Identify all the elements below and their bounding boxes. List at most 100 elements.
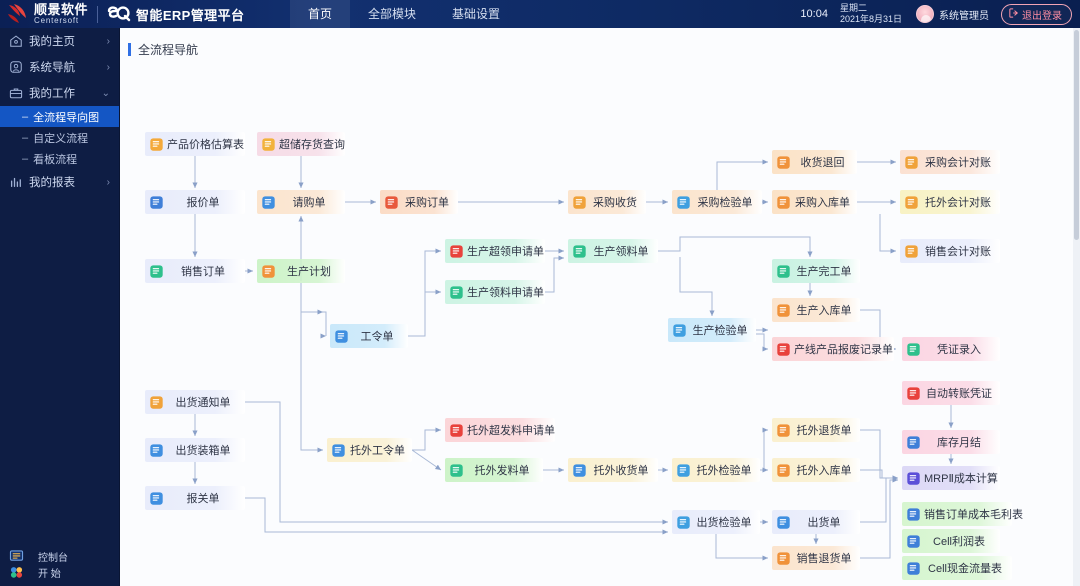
flow-node[interactable]: 销售订单成本毛利表 bbox=[902, 502, 1023, 526]
flow-node[interactable]: 生产检验单 bbox=[668, 318, 756, 342]
flow-node[interactable]: 销售订单 bbox=[145, 259, 245, 283]
chart-icon bbox=[9, 175, 23, 189]
flow-node[interactable]: 生产入库单 bbox=[772, 298, 860, 322]
avatar[interactable] bbox=[916, 5, 934, 23]
quote-icon bbox=[149, 195, 164, 210]
compass-icon bbox=[9, 60, 23, 74]
sidebar-sub-label: 自定义流程 bbox=[33, 132, 89, 145]
flow-node[interactable]: 托外入库单 bbox=[772, 458, 860, 482]
flow-node[interactable]: 出货单 bbox=[772, 510, 860, 534]
flow-node[interactable]: 采购收货 bbox=[568, 190, 646, 214]
brand-text: 顺景软件 Centersoft bbox=[34, 3, 88, 25]
flow-node-label: 生产领料申请单 bbox=[467, 287, 544, 299]
flow-node[interactable]: 托外工令单 bbox=[327, 438, 412, 462]
sidebar-item-system-nav[interactable]: 系统导航 › bbox=[0, 54, 119, 80]
dash-marker-icon: – bbox=[22, 131, 29, 144]
flow-node[interactable]: 报关单 bbox=[145, 486, 245, 510]
flow-node-label: 生产计划 bbox=[287, 266, 331, 278]
flow-node[interactable]: 采购入库单 bbox=[772, 190, 857, 214]
start-label: 开 始 bbox=[38, 568, 61, 580]
mrp-icon bbox=[906, 471, 921, 486]
flow-node[interactable]: 报价单 bbox=[145, 190, 245, 214]
flow-node-label: 超储存货查询 bbox=[279, 139, 345, 151]
flow-node[interactable]: 出货装箱单 bbox=[145, 438, 245, 462]
flow-node[interactable]: 工令单 bbox=[330, 324, 408, 348]
flow-node[interactable]: 销售会计对账 bbox=[900, 239, 1000, 263]
flow-node[interactable]: 托外收货单 bbox=[568, 458, 658, 482]
flow-node[interactable]: 托外退货单 bbox=[772, 418, 860, 442]
return-icon bbox=[776, 155, 791, 170]
flow-node[interactable]: 产品价格估算表 bbox=[145, 132, 245, 156]
flow-node[interactable]: 销售退货单 bbox=[772, 546, 860, 570]
flow-node[interactable]: 生产完工单 bbox=[772, 259, 860, 283]
outwork-icon bbox=[572, 463, 587, 478]
date-display: 星期二 2021年8月31日 bbox=[840, 3, 902, 25]
flow-node-label: 生产检验单 bbox=[692, 325, 748, 337]
flow-node[interactable]: 库存月结 bbox=[902, 430, 1000, 454]
ledger-icon bbox=[904, 155, 919, 170]
flow-node-label: 采购检验单 bbox=[697, 197, 753, 209]
flow-node[interactable]: 托外发料单 bbox=[445, 458, 543, 482]
chevron-down-icon: ⌄ bbox=[101, 87, 110, 99]
flow-node-label: 销售订单成本毛利表 bbox=[924, 509, 1023, 521]
flow-node[interactable]: 产线产品报废记录单 bbox=[772, 337, 894, 361]
app-header: 顺景软件 Centersoft 智能ERP管理平台 首页 全部模块 基础设置 1… bbox=[0, 0, 1080, 28]
flow-node[interactable]: 生产超领申请单 bbox=[445, 239, 545, 263]
vertical-scrollbar[interactable] bbox=[1073, 28, 1080, 586]
logout-button[interactable]: 退出登录 bbox=[1001, 3, 1072, 25]
flow-node[interactable]: 收货退回 bbox=[772, 150, 857, 174]
sidebar-item-kanban-process[interactable]: – 看板流程 bbox=[0, 148, 119, 169]
date-text: 2021年8月31日 bbox=[839, 14, 902, 24]
flow-node[interactable]: 凭证录入 bbox=[902, 337, 1000, 361]
brand-block: 顺景软件 Centersoft 智能ERP管理平台 bbox=[0, 0, 290, 28]
flow-node[interactable]: 请购单 bbox=[257, 190, 345, 214]
flow-canvas: 产品价格估算表 超储存货查询报价单 请购单 采购订单 采购收货 采购检验单 收货退回采购入库… bbox=[120, 62, 1080, 582]
weekday-text: 星期二 bbox=[839, 3, 867, 13]
packing-icon bbox=[149, 443, 164, 458]
start-entry[interactable]: 开 始 bbox=[0, 564, 120, 580]
flow-node[interactable]: 托外会计对账 bbox=[900, 190, 1000, 214]
console-label: 控制台 bbox=[38, 552, 68, 564]
nav-item-home[interactable]: 首页 bbox=[290, 0, 351, 28]
flow-node[interactable]: 采购检验单 bbox=[672, 190, 762, 214]
inbound-icon bbox=[776, 303, 791, 318]
flow-node[interactable]: 生产领料申请单 bbox=[445, 280, 545, 304]
flow-node-label: 自动转账凭证 bbox=[926, 388, 992, 400]
ledger-icon bbox=[904, 195, 919, 210]
sidebar-item-home[interactable]: 我的主页 › bbox=[0, 28, 119, 54]
flow-node[interactable]: 托外检验单 bbox=[672, 458, 760, 482]
sidebar-bottom-bar: 控制台 开 始 bbox=[0, 548, 120, 580]
sidebar-item-my-work[interactable]: 我的工作 ⌄ bbox=[0, 80, 119, 106]
flow-node-label: 托外工令单 bbox=[350, 445, 405, 457]
flow-node[interactable]: 采购会计对账 bbox=[900, 150, 1000, 174]
flow-node-label: 托外超发料申请单 bbox=[467, 425, 555, 437]
flow-node-label: 出货通知单 bbox=[175, 397, 231, 409]
nav-item-all-modules[interactable]: 全部模块 bbox=[368, 7, 417, 21]
sidebar-item-full-process-map[interactable]: – 全流程导向图 bbox=[0, 106, 119, 127]
sidebar-item-label: 系统导航 bbox=[29, 62, 75, 74]
flow-node[interactable]: 出货检验单 bbox=[672, 510, 760, 534]
flow-node-label: 出货检验单 bbox=[696, 517, 752, 529]
flow-node[interactable]: 托外超发料申请单 bbox=[445, 418, 555, 442]
flow-node[interactable]: 出货通知单 bbox=[145, 390, 245, 414]
flow-node[interactable]: 超储存货查询 bbox=[257, 132, 345, 156]
console-entry[interactable]: 控制台 bbox=[0, 548, 120, 564]
flow-node-label: 托外会计对账 bbox=[925, 197, 991, 209]
flow-node[interactable]: 生产计划 bbox=[257, 259, 345, 283]
flow-node[interactable]: 采购订单 bbox=[380, 190, 458, 214]
flow-node[interactable]: MRPⅡ成本计算 bbox=[902, 466, 1000, 490]
flow-node-label: 报关单 bbox=[186, 493, 220, 505]
outwork-icon bbox=[331, 443, 346, 458]
flow-node[interactable]: Cell利润表 bbox=[902, 529, 1000, 553]
overissue-icon bbox=[449, 423, 464, 438]
scrollbar-thumb[interactable] bbox=[1074, 30, 1079, 240]
sidebar-item-label: 我的主页 bbox=[29, 36, 75, 48]
flow-node-label: 库存月结 bbox=[937, 437, 981, 449]
flow-node[interactable]: 自动转账凭证 bbox=[902, 381, 1000, 405]
flow-node[interactable]: 生产领料单 bbox=[568, 239, 658, 263]
sidebar-item-my-reports[interactable]: 我的报表 › bbox=[0, 169, 119, 195]
flow-node[interactable]: Cell现金流量表 bbox=[902, 556, 1012, 580]
stock-icon bbox=[261, 137, 276, 152]
sidebar-item-custom-process[interactable]: – 自定义流程 bbox=[0, 127, 119, 148]
nav-item-basic-settings[interactable]: 基础设置 bbox=[452, 7, 501, 21]
